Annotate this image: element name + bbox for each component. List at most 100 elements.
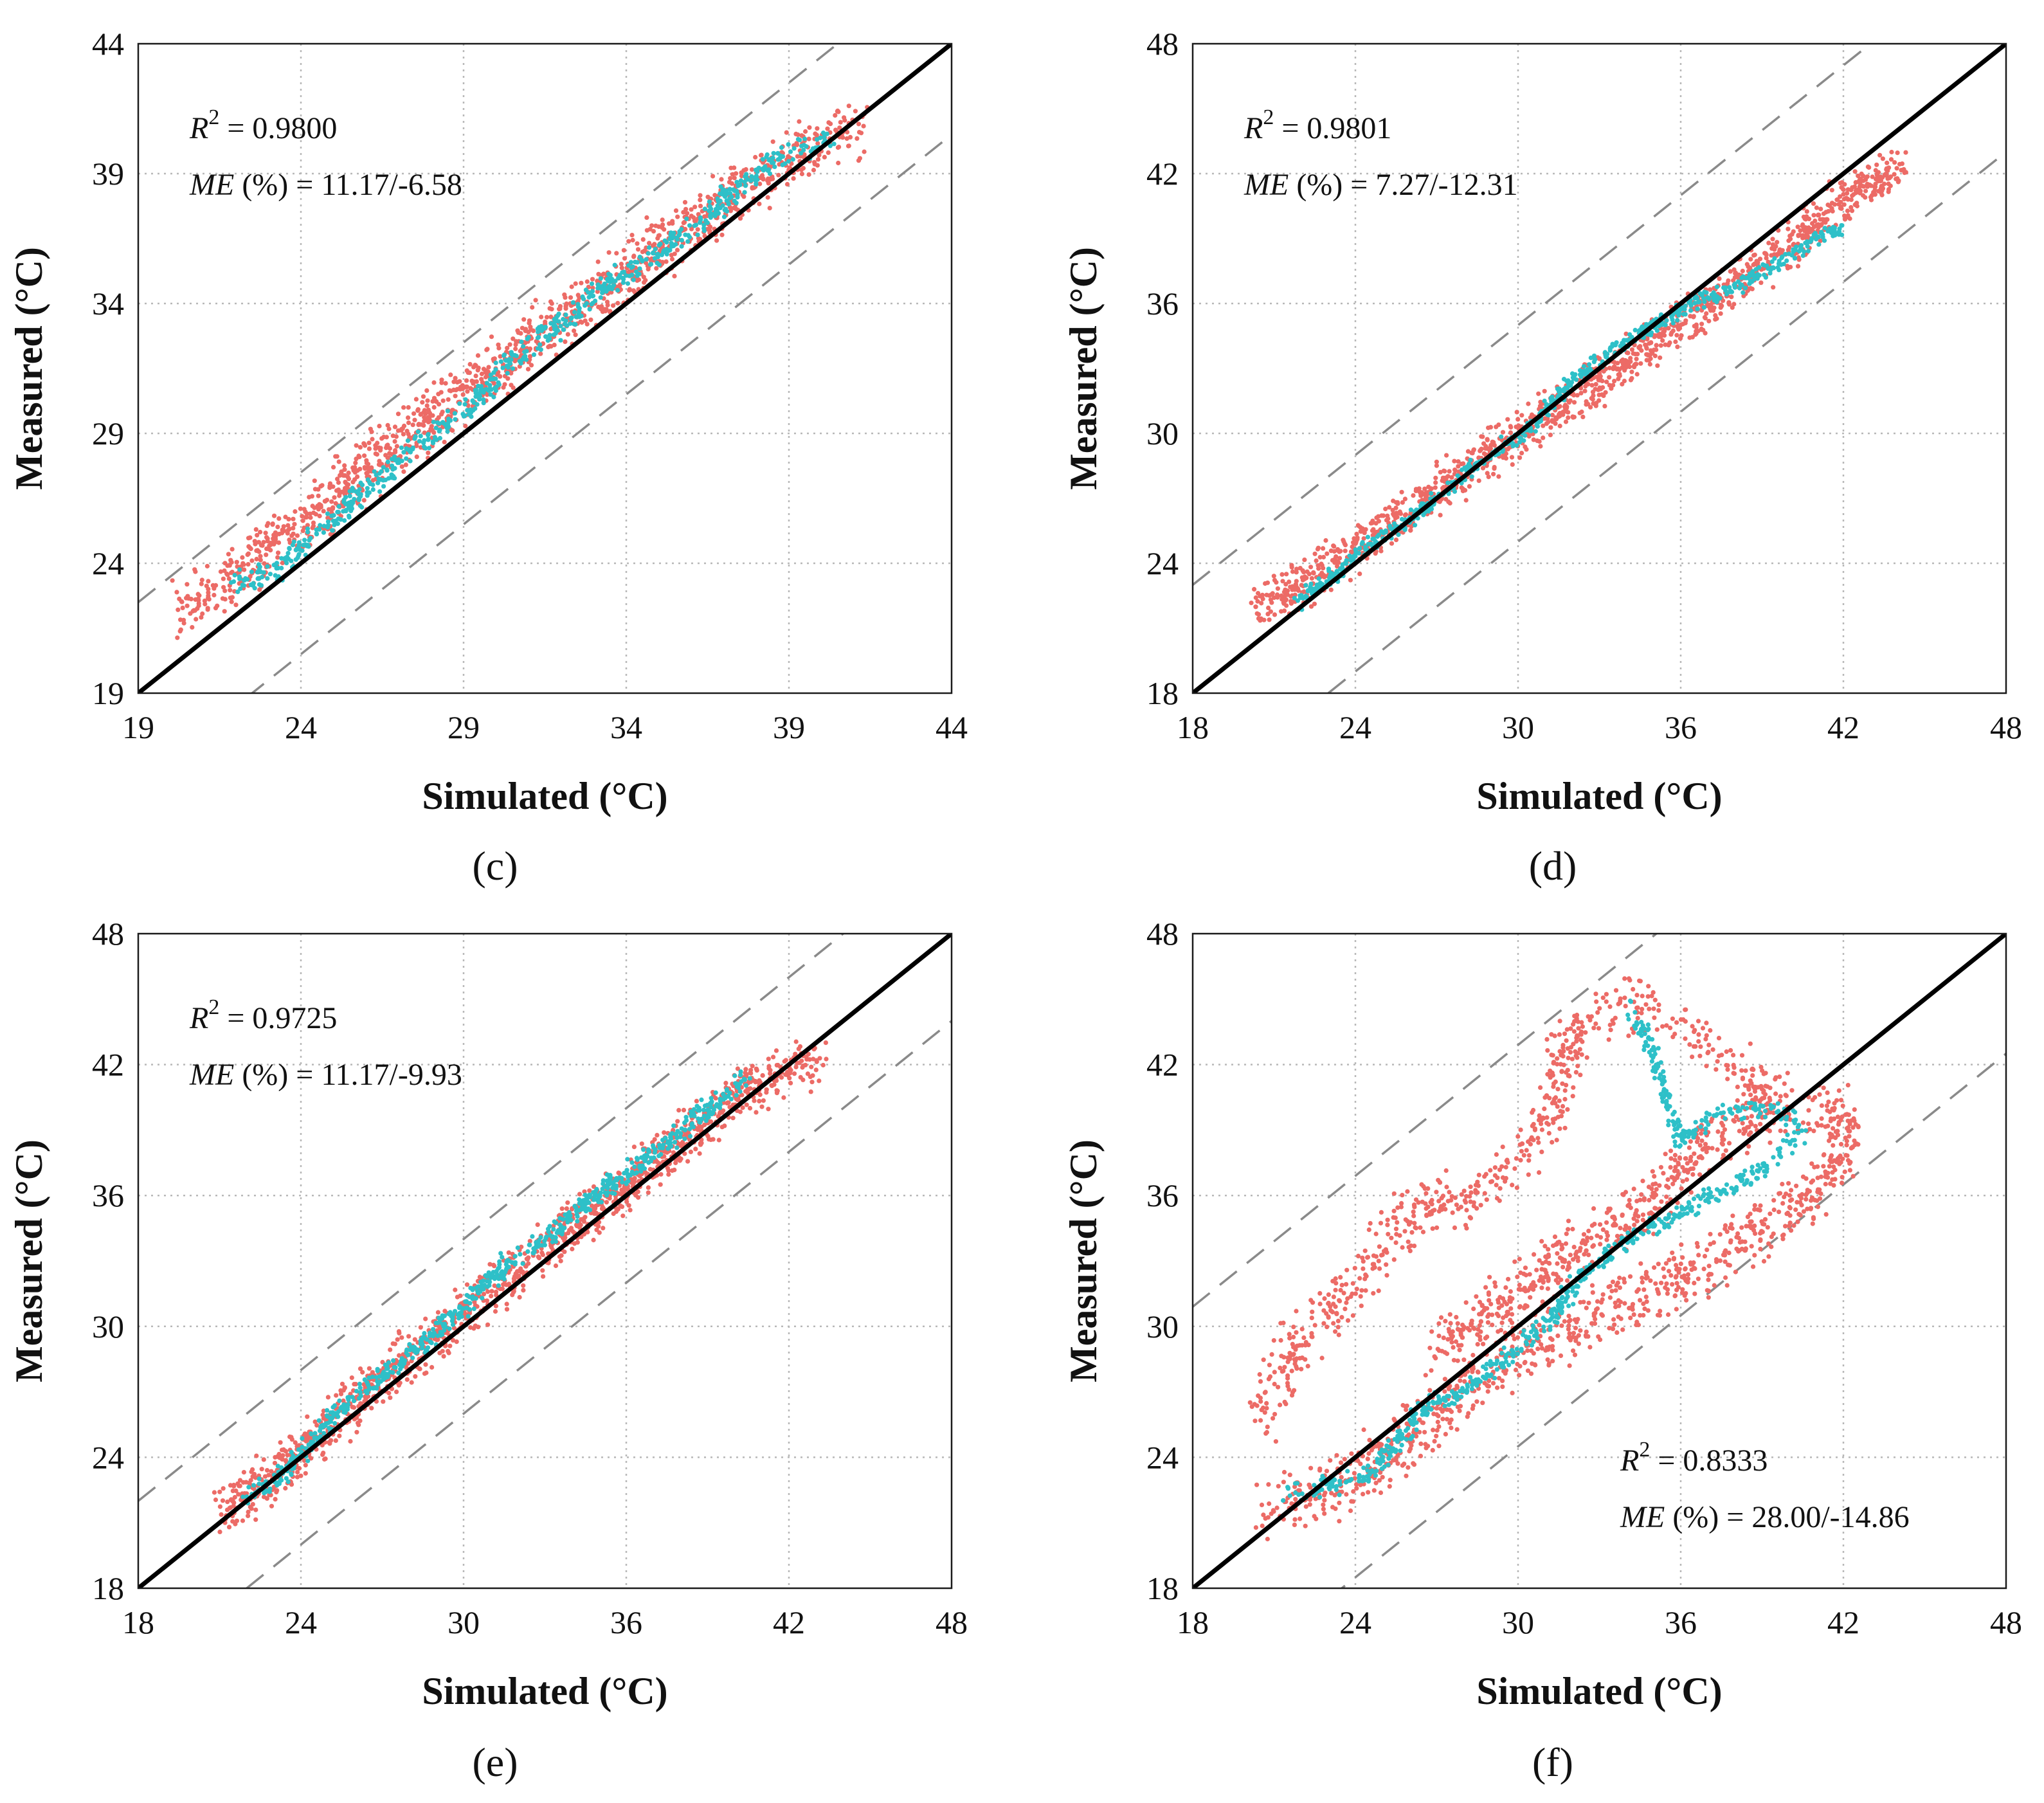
panel-label: (c): [472, 843, 518, 889]
data-point: [303, 1471, 308, 1476]
data-point: [1628, 377, 1633, 383]
data-point: [1811, 201, 1816, 206]
data-point: [1353, 554, 1358, 559]
data-point: [479, 377, 484, 382]
data-point: [646, 1185, 651, 1190]
data-point: [462, 413, 467, 419]
data-point: [279, 556, 284, 561]
data-point: [1759, 280, 1764, 285]
data-point: [423, 446, 428, 451]
data-point: [554, 318, 559, 323]
series-cyan: [228, 131, 837, 595]
data-point: [1300, 568, 1305, 574]
data-point: [1469, 474, 1474, 479]
data-point: [1452, 467, 1458, 473]
data-point: [1460, 467, 1465, 473]
data-point: [293, 1440, 298, 1445]
data-point: [339, 1381, 345, 1386]
data-point: [429, 424, 434, 429]
data-point: [1510, 444, 1515, 449]
data-point: [332, 495, 337, 500]
data-point: [229, 599, 234, 604]
data-point: [248, 535, 253, 540]
data-point: [503, 358, 509, 363]
data-point: [1766, 266, 1771, 271]
data-point: [1799, 247, 1804, 252]
data-point: [1611, 365, 1616, 370]
data-point: [736, 183, 741, 188]
data-point: [473, 394, 478, 399]
data-point: [626, 239, 631, 244]
data-point: [1557, 423, 1562, 429]
data-point: [716, 1137, 721, 1143]
data-point: [242, 567, 247, 572]
data-point: [336, 509, 341, 514]
data-point: [218, 569, 223, 574]
data-point: [630, 237, 635, 243]
data-point: [1309, 575, 1314, 581]
data-point: [598, 295, 603, 300]
data-point: [1319, 570, 1325, 575]
data-point: [1288, 599, 1294, 604]
data-point: [1873, 176, 1879, 182]
data-point: [626, 1203, 631, 1208]
data-point: [1488, 424, 1494, 430]
data-point: [628, 1208, 633, 1213]
data-point: [507, 359, 512, 365]
data-point: [710, 174, 716, 179]
data-point: [485, 369, 491, 374]
data-point: [180, 605, 185, 611]
data-point: [178, 627, 183, 632]
data-point: [387, 451, 392, 456]
data-point: [287, 537, 292, 543]
data-point: [584, 279, 590, 284]
data-point: [256, 539, 262, 545]
y-tick-label: 44: [92, 26, 124, 62]
data-point: [374, 452, 380, 457]
data-point: [1692, 323, 1697, 329]
data-point: [492, 1283, 497, 1289]
data-point: [414, 443, 419, 449]
data-point: [640, 249, 646, 255]
data-point: [275, 524, 280, 530]
data-point: [258, 569, 264, 575]
data-point: [388, 1395, 393, 1400]
data-point: [514, 354, 519, 359]
data-point: [658, 1172, 664, 1177]
data-point: [1789, 253, 1795, 258]
data-point: [1708, 302, 1714, 307]
data-point: [1518, 435, 1524, 441]
data-point: [489, 1289, 494, 1294]
data-point: [589, 302, 594, 307]
data-point: [1341, 539, 1346, 545]
data-point: [549, 301, 554, 306]
data-point: [590, 276, 595, 282]
data-point: [349, 1375, 354, 1381]
data-point: [737, 216, 743, 221]
data-point: [599, 284, 604, 289]
max-error-text: ME (%) = 11.17/-6.58: [189, 168, 462, 202]
data-point: [853, 109, 858, 114]
data-point: [807, 1057, 812, 1062]
data-point: [385, 459, 390, 465]
data-point: [1699, 326, 1704, 332]
data-point: [788, 149, 793, 154]
data-point: [471, 379, 476, 385]
data-point: [514, 339, 519, 344]
max-error-value: (%) = 11.17/-6.58: [234, 168, 462, 202]
data-point: [1589, 395, 1594, 401]
data-point: [1553, 415, 1559, 421]
data-point: [443, 381, 448, 386]
data-point: [718, 198, 723, 204]
data-point: [496, 342, 501, 347]
data-point: [600, 290, 605, 296]
data-point: [377, 489, 383, 494]
data-point: [1311, 570, 1316, 575]
data-point: [766, 1107, 771, 1112]
data-point: [1647, 361, 1652, 367]
data-point: [698, 217, 703, 222]
data-point: [1452, 489, 1458, 494]
data-point: [719, 177, 724, 182]
data-point: [1519, 413, 1524, 418]
